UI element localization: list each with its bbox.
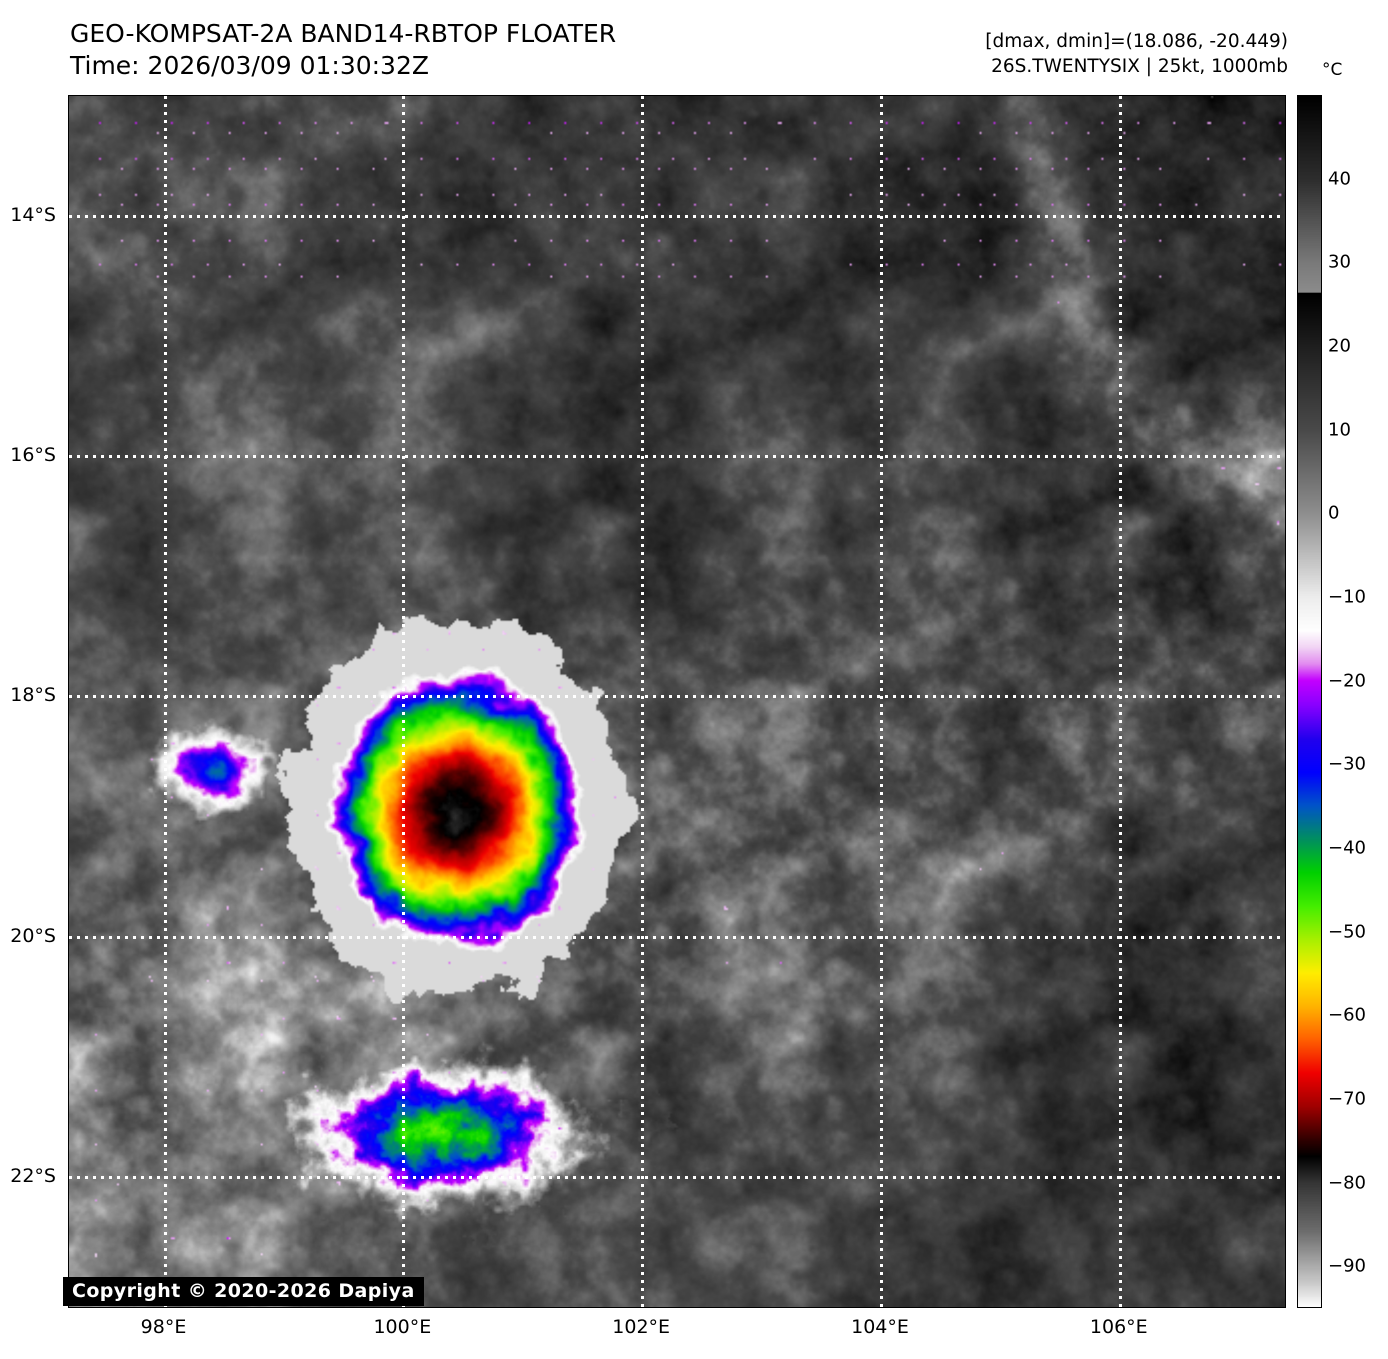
colorbar-tick-label: −90 [1328, 1255, 1366, 1277]
satellite-imagery-canvas [69, 96, 1285, 1307]
colorbar-tick-label: −60 [1328, 1004, 1366, 1026]
satellite-image-plot [68, 95, 1286, 1308]
colorbar-tick-label: −20 [1328, 670, 1366, 692]
dminmax-label: [dmax, dmin]=(18.086, -20.449) [985, 31, 1288, 52]
latitude-tick-label: 18°S [10, 684, 56, 707]
timestamp-label: Time: 2026/03/09 01:30:32Z [70, 51, 429, 80]
colorbar-tick-label: 20 [1328, 335, 1351, 357]
longitude-tick-label: 98°E [140, 1316, 187, 1338]
longitude-tick-label: 100°E [373, 1316, 432, 1338]
temperature-colorbar [1297, 95, 1322, 1308]
latitude-tick-label: 16°S [10, 444, 56, 467]
colorbar-tick-label: −50 [1328, 921, 1366, 943]
header-title-block: GEO-KOMPSAT-2A BAND14-RBTOP FLOATER Time… [70, 18, 616, 82]
colorbar-tick-label: 0 [1328, 502, 1340, 524]
header-metadata-block: [dmax, dmin]=(18.086, -20.449) 26S.TWENT… [985, 30, 1288, 80]
colorbar-tick-label: −70 [1328, 1088, 1366, 1110]
colorbar-tick-label: 30 [1328, 251, 1351, 273]
longitude-tick-label: 104°E [851, 1316, 909, 1338]
longitude-tick-label: 102°E [612, 1316, 671, 1338]
latitude-axis: 14°S 16°S 18°S 20°S 22°S [0, 0, 68, 1359]
colorbar-tick-labels: 40 30 20 10 0 −10 −20 −30 −40 −50 −60 −70 −80 −90 [1328, 95, 1386, 1308]
colorbar-tick-label: −30 [1328, 753, 1366, 775]
colorbar-tick-label: −40 [1328, 837, 1366, 859]
latitude-tick-label: 20°S [10, 924, 56, 947]
latitude-tick-label: 22°S [10, 1164, 56, 1187]
page-title: GEO-KOMPSAT-2A BAND14-RBTOP FLOATER [70, 19, 617, 48]
colorbar-tick-label: 40 [1328, 168, 1351, 190]
colorbar-tick-label: −10 [1328, 586, 1366, 608]
colorbar-gradient [1298, 96, 1321, 1307]
longitude-tick-label: 106°E [1089, 1316, 1148, 1338]
storm-info-label: 26S.TWENTYSIX | 25kt, 1000mb [991, 55, 1288, 77]
colorbar-unit-label: °C [1322, 60, 1343, 80]
copyright-watermark: Copyright © 2020-2026 Dapiya [63, 1277, 424, 1306]
latitude-tick-label: 14°S [10, 204, 56, 227]
colorbar-tick-label: −80 [1328, 1172, 1366, 1194]
colorbar-tick-label: 10 [1328, 419, 1351, 441]
